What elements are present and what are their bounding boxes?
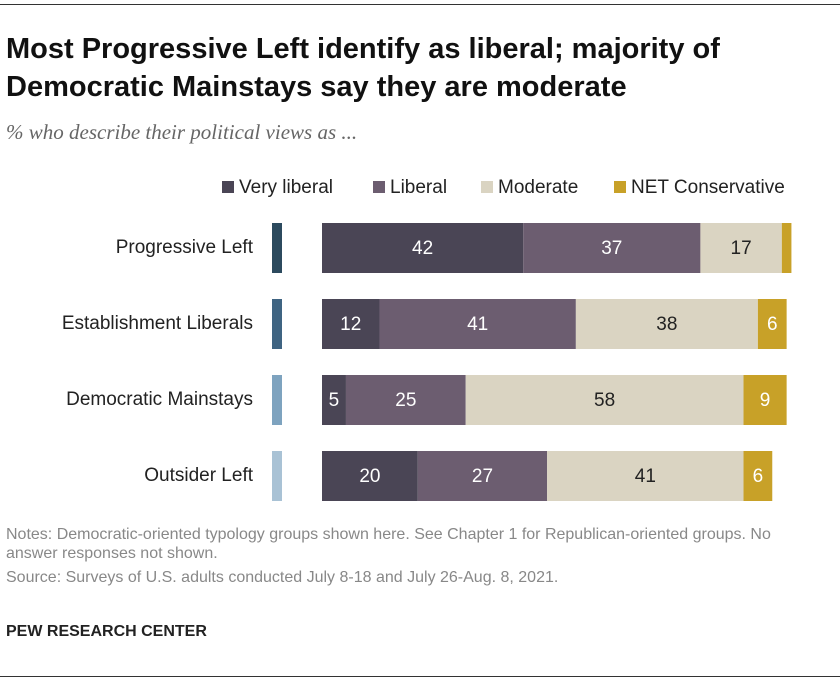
bar-segment — [322, 451, 418, 501]
brand: PEW RESEARCH CENTER — [6, 623, 207, 640]
value-label: 9 — [760, 390, 771, 411]
value-label: 17 — [731, 238, 752, 259]
top-rule — [0, 4, 840, 5]
value-label: 42 — [412, 238, 433, 259]
bar-segment — [743, 375, 787, 425]
value-label: 12 — [340, 314, 361, 335]
chart-title: Most Progressive Left identify as libera… — [6, 33, 720, 103]
category-marker — [272, 375, 282, 425]
bar-segment — [379, 299, 576, 349]
legend-label: NET Conservative — [631, 177, 785, 198]
bar-segment — [700, 223, 782, 273]
legend-swatch — [614, 181, 626, 193]
value-label: 27 — [472, 466, 493, 487]
category-label: Establishment Liberals — [62, 313, 253, 334]
value-label: 25 — [395, 390, 416, 411]
value-label: 6 — [753, 466, 764, 487]
legend-swatch — [222, 181, 234, 193]
bar-segment — [322, 299, 380, 349]
bar-segment — [781, 223, 792, 273]
bar-segment — [322, 223, 524, 273]
value-label: 38 — [656, 314, 677, 335]
category-label: Democratic Mainstays — [66, 389, 253, 410]
category-label: Outsider Left — [144, 465, 253, 486]
notes: Notes: Democratic-oriented typology grou… — [6, 526, 771, 562]
bar-segment — [757, 299, 787, 349]
bar-segment — [465, 375, 744, 425]
bottom-rule — [0, 676, 840, 677]
source: Source: Surveys of U.S. adults conducted… — [6, 569, 559, 586]
category-marker — [272, 299, 282, 349]
bar-segment — [575, 299, 758, 349]
value-label: 6 — [767, 314, 778, 335]
chart: Very liberal Liberal Moderate NET Conservat… — [62, 177, 792, 501]
chart-subtitle: % who describe their political views as … — [6, 120, 358, 144]
category-marker — [272, 223, 282, 273]
value-label: 5 — [329, 390, 340, 411]
legend-swatch — [481, 181, 493, 193]
bar-segment — [417, 451, 548, 501]
legend-label: Liberal — [390, 177, 447, 198]
value-label: 58 — [594, 390, 615, 411]
bar-segment — [523, 223, 701, 273]
bar-segment — [547, 451, 744, 501]
legend-swatch — [373, 181, 385, 193]
value-label: 20 — [359, 466, 380, 487]
value-label: 41 — [467, 314, 488, 335]
legend-label: Moderate — [498, 177, 578, 198]
bar-segment — [743, 451, 773, 501]
value-label: 37 — [601, 238, 622, 259]
category-label: Progressive Left — [116, 237, 254, 258]
bar-segment — [322, 375, 346, 425]
legend-label: Very liberal — [239, 177, 333, 198]
value-label: 41 — [635, 466, 656, 487]
category-marker — [272, 451, 282, 501]
bar-segment — [345, 375, 466, 425]
